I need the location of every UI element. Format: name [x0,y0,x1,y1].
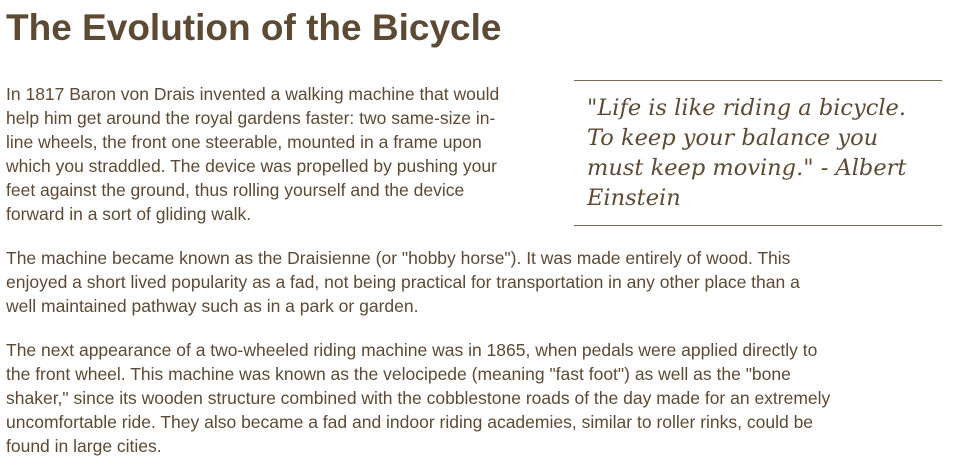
paragraph-line: uncomfortable ride. They also became a f… [6,410,951,434]
paragraph-line: line wheels, the front one steerable, mo… [6,130,566,154]
paragraph-line: feet against the ground, thus rolling yo… [6,178,566,202]
paragraph-line: help him get around the royal gardens fa… [6,106,566,130]
paragraph-line: The machine became known as the Draisien… [6,246,951,270]
pull-quote: "Life is like riding a bicycle. To keep … [574,80,942,226]
page-title: The Evolution of the Bicycle [6,6,501,50]
paragraph-draisienne: The machine became known as the Draisien… [6,246,951,318]
paragraph-velocipede: The next appearance of a two-wheeled rid… [6,338,951,458]
paragraph-line: In 1817 Baron von Drais invented a walki… [6,82,566,106]
quote-line: "Life is like riding a bicycle. [587,93,936,123]
paragraph-line: which you straddled. The device was prop… [6,154,566,178]
paragraph-line: enjoyed a short lived popularity as a fa… [6,270,951,294]
quote-line: must keep moving." - Albert [587,153,936,183]
paragraph-line: shaker," since its wooden structure comb… [6,386,951,410]
paragraph-line: The next appearance of a two-wheeled rid… [6,338,951,362]
paragraph-line: the front wheel. This machine was known … [6,362,951,386]
paragraph-line: found in large cities. [6,434,951,458]
quote-line: To keep your balance you [587,123,936,153]
paragraph-line: well maintained pathway such as in a par… [6,294,951,318]
paragraph-line: forward in a sort of gliding walk. [6,202,566,226]
paragraph-drais: In 1817 Baron von Drais invented a walki… [6,82,566,226]
quote-line: Einstein [587,183,936,213]
